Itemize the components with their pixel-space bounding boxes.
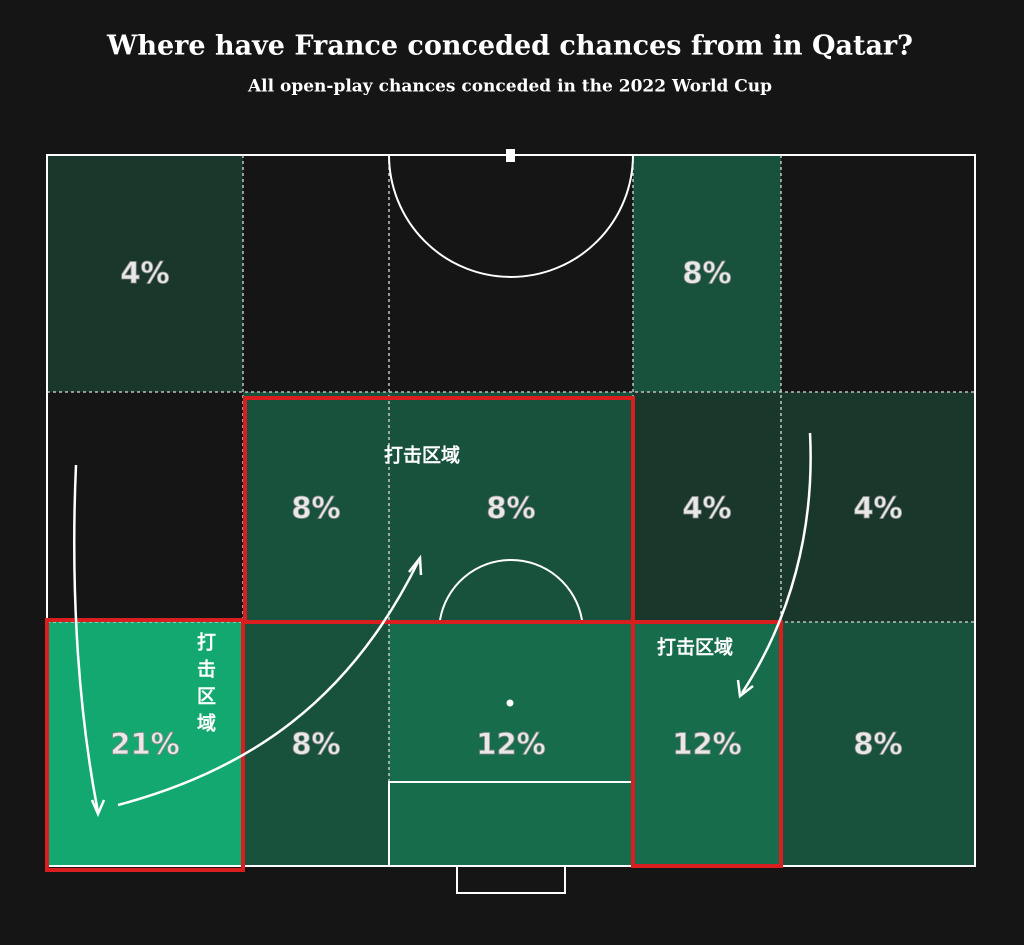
value-label: 12%	[476, 727, 545, 761]
heat-cell	[781, 622, 975, 866]
heat-cell	[47, 155, 243, 392]
value-label: 21%	[110, 727, 179, 761]
chart-title: Where have France conceded chances from …	[106, 31, 913, 62]
value-label: 8%	[291, 491, 340, 525]
heat-cell	[633, 392, 781, 622]
heat-cell	[243, 392, 389, 622]
value-label: 8%	[682, 256, 731, 290]
annotation: 打击区域	[384, 444, 460, 467]
heat-cell	[781, 392, 975, 622]
value-label: 8%	[853, 727, 902, 761]
highlight-boxes	[45, 396, 783, 872]
value-label: 12%	[672, 727, 741, 761]
value-label: 4%	[853, 491, 902, 525]
annotation: 打击区域	[657, 636, 733, 659]
heat-cell	[633, 155, 781, 392]
value-label: 4%	[682, 491, 731, 525]
heat-cell	[243, 622, 389, 866]
arrows	[73, 432, 812, 818]
value-label: 8%	[486, 491, 535, 525]
annotation: 打击区域	[194, 631, 216, 740]
heat-cell	[389, 622, 633, 866]
cells	[47, 155, 975, 866]
heat-cell	[389, 392, 633, 622]
value-label: 4%	[120, 256, 169, 290]
heat-cell	[633, 622, 781, 866]
chart-subtitle: All open-play chances conceded in the 20…	[247, 77, 772, 97]
value-label: 8%	[291, 727, 340, 761]
